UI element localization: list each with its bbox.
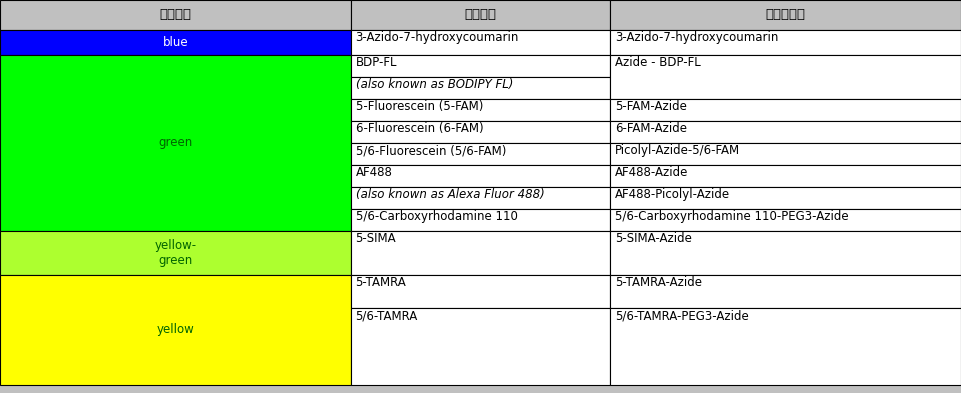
Bar bbox=[610, 30, 961, 55]
Bar bbox=[0, 55, 351, 231]
Text: BDP-FL: BDP-FL bbox=[356, 56, 397, 69]
Bar bbox=[610, 165, 961, 187]
Text: 5-SIMA-Azide: 5-SIMA-Azide bbox=[615, 232, 692, 245]
Text: 5-FAM-Azide: 5-FAM-Azide bbox=[615, 100, 687, 113]
Text: 5/6-TAMRA: 5/6-TAMRA bbox=[356, 309, 418, 322]
Bar bbox=[610, 0, 961, 30]
Text: (also known as BODIPY FL): (also known as BODIPY FL) bbox=[356, 78, 513, 91]
Bar bbox=[351, 231, 610, 275]
Bar bbox=[351, 187, 610, 209]
Bar bbox=[351, 308, 610, 385]
Bar bbox=[351, 99, 610, 121]
Text: 6-FAM-Azide: 6-FAM-Azide bbox=[615, 122, 687, 135]
Text: Azide - BDP-FL: Azide - BDP-FL bbox=[615, 56, 701, 69]
Bar bbox=[0, 275, 351, 385]
Text: 5/6-Carboxyrhodamine 110-PEG3-Azide: 5/6-Carboxyrhodamine 110-PEG3-Azide bbox=[615, 210, 849, 223]
Bar bbox=[610, 143, 961, 165]
Bar bbox=[351, 55, 610, 77]
Bar bbox=[0, 0, 351, 30]
Text: 5-SIMA: 5-SIMA bbox=[356, 232, 396, 245]
Bar bbox=[351, 275, 610, 308]
Text: 5-TAMRA: 5-TAMRA bbox=[356, 276, 407, 289]
Bar bbox=[610, 275, 961, 308]
Bar bbox=[610, 55, 961, 99]
Bar bbox=[351, 165, 610, 187]
Bar bbox=[351, 0, 610, 30]
Text: 5/6-Carboxyrhodamine 110: 5/6-Carboxyrhodamine 110 bbox=[356, 210, 517, 223]
Text: 5/6-TAMRA-PEG3-Azide: 5/6-TAMRA-PEG3-Azide bbox=[615, 309, 749, 322]
Text: green: green bbox=[159, 136, 192, 149]
Text: AF488-Azide: AF488-Azide bbox=[615, 166, 688, 179]
Text: 3-Azido-7-hydroxycoumarin: 3-Azido-7-hydroxycoumarin bbox=[356, 31, 519, 44]
Bar bbox=[610, 121, 961, 143]
Bar bbox=[351, 30, 610, 55]
Text: yellow: yellow bbox=[157, 323, 194, 336]
Bar bbox=[351, 209, 610, 231]
Text: Picolyl-Azide-5/6-FAM: Picolyl-Azide-5/6-FAM bbox=[615, 144, 740, 157]
Text: 6-Fluorescein (6-FAM): 6-Fluorescein (6-FAM) bbox=[356, 122, 483, 135]
Bar bbox=[351, 143, 610, 165]
Bar bbox=[0, 231, 351, 275]
Text: 染料母体: 染料母体 bbox=[464, 9, 497, 22]
Text: 5/6-Fluorescein (5/6-FAM): 5/6-Fluorescein (5/6-FAM) bbox=[356, 144, 505, 157]
Text: 3-Azido-7-hydroxycoumarin: 3-Azido-7-hydroxycoumarin bbox=[615, 31, 778, 44]
Text: blue: blue bbox=[162, 36, 188, 49]
Text: 5-TAMRA-Azide: 5-TAMRA-Azide bbox=[615, 276, 702, 289]
Bar bbox=[351, 121, 610, 143]
Bar bbox=[610, 231, 961, 275]
Bar bbox=[610, 209, 961, 231]
Text: 发光颜色: 发光颜色 bbox=[160, 9, 191, 22]
Text: 叠氮化合物: 叠氮化合物 bbox=[766, 9, 805, 22]
Text: AF488-Picolyl-Azide: AF488-Picolyl-Azide bbox=[615, 188, 730, 201]
Bar bbox=[610, 308, 961, 385]
Bar bbox=[610, 99, 961, 121]
Bar bbox=[351, 77, 610, 99]
Bar bbox=[0, 30, 351, 55]
Bar bbox=[610, 187, 961, 209]
Text: (also known as Alexa Fluor 488): (also known as Alexa Fluor 488) bbox=[356, 188, 544, 201]
Text: 5-Fluorescein (5-FAM): 5-Fluorescein (5-FAM) bbox=[356, 100, 483, 113]
Text: AF488: AF488 bbox=[356, 166, 392, 179]
Text: yellow-
green: yellow- green bbox=[155, 239, 196, 267]
